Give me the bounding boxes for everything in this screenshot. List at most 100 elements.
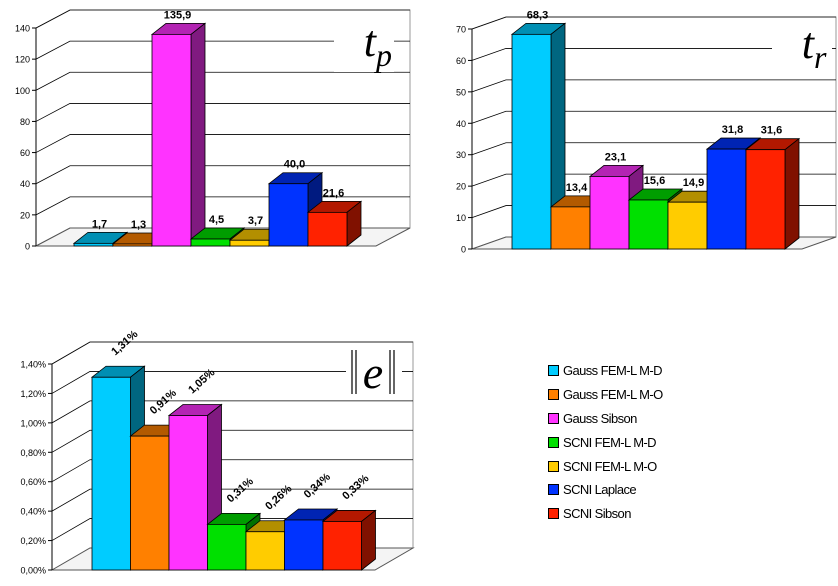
symbol-background [334, 16, 394, 72]
y-tick-label: 1,20% [20, 389, 46, 399]
data-label: 13,4 [566, 182, 588, 194]
legend-item: SCNI FEM-L M-O [548, 454, 663, 478]
y-tick-label: 1,00% [20, 418, 46, 428]
y-tick-label: 40 [20, 179, 30, 189]
gridline [471, 48, 836, 61]
bar-side [190, 22, 206, 247]
gridline [51, 459, 413, 483]
bar-front [550, 206, 591, 250]
y-tick-label: 0,60% [20, 477, 46, 487]
legend-label: Gauss FEM-L M-D [563, 363, 662, 379]
data-label: 15,6 [644, 175, 665, 187]
data-label: 40,0 [284, 159, 305, 171]
bar-front [706, 148, 747, 250]
bar-front [268, 183, 309, 247]
data-label: 1,7 [92, 218, 107, 230]
gridline [35, 103, 410, 122]
gridline [471, 110, 836, 124]
legend-item: Gauss Sibson [548, 407, 663, 431]
symbol-text: t [802, 19, 816, 68]
chart-panel: 0 20 40 60 80 100 120 140 1,7 1,3 135,9 4,5 3,7 40,0 2… [15, 9, 411, 252]
bar-front [589, 175, 630, 250]
legend-label: SCNI FEM-L M-D [563, 434, 657, 450]
bar-front [207, 523, 247, 571]
bar-front [322, 521, 362, 571]
y-tick-label: 60 [20, 148, 30, 158]
bar-front [628, 199, 669, 250]
bar: 31,6 [744, 125, 801, 250]
data-label: 1,3 [131, 219, 146, 231]
y-tick-label: 120 [15, 55, 30, 65]
y-tick-label: 0,20% [20, 536, 46, 546]
legend-swatch [548, 389, 559, 401]
y-tick-label: 20 [456, 182, 466, 192]
bar-front [745, 149, 786, 250]
chart-symbol: e [346, 344, 402, 398]
data-label: 135,9 [164, 9, 192, 21]
bar-side [784, 137, 800, 250]
data-label: 68,3 [527, 9, 548, 21]
data-label: 23,1 [605, 151, 626, 163]
symbol-subscript: p [374, 37, 392, 73]
y-tick-label: 70 [456, 25, 466, 35]
bar-front [307, 211, 348, 247]
gridline [471, 16, 836, 30]
bar-front [511, 33, 552, 250]
y-tick-label: 0,80% [20, 448, 46, 458]
bar: 21,6 [306, 187, 363, 247]
data-label: 4,5 [209, 214, 224, 226]
legend-item: SCNI Sibson [548, 502, 663, 526]
y-tick-label: 0 [25, 242, 30, 252]
bar-front [284, 519, 324, 571]
y-tick-label: 40 [456, 119, 466, 129]
y-tick-label: 140 [15, 24, 30, 34]
bar-front [667, 201, 708, 250]
chart-panel: 0 10 20 30 40 50 60 70 68,3 13,4 23,1 15,6 14,9 31,8 3… [456, 9, 837, 255]
legend-label: Gauss Sibson [563, 410, 637, 426]
bar-side [361, 509, 376, 571]
legend-label: Gauss FEM-L M-O [563, 387, 663, 403]
symbol-subscript: r [814, 39, 827, 75]
legend-swatch [548, 412, 559, 424]
y-tick-label: 80 [20, 117, 30, 127]
legend-label: SCNI FEM-L M-O [563, 458, 657, 474]
gridline [35, 165, 410, 185]
y-tick-label: 30 [456, 150, 466, 160]
bar: 1,05% [167, 366, 223, 571]
data-label: 21,6 [323, 187, 344, 199]
gridline [51, 429, 413, 453]
legend: Gauss FEM-L M-D Gauss FEM-L M-O Gauss Si… [548, 359, 663, 526]
bar-front [73, 242, 114, 247]
bar-front [229, 239, 270, 247]
symbol-background [772, 18, 832, 74]
gridline [471, 79, 836, 93]
y-tick-label: 100 [15, 86, 30, 96]
bar-front [190, 238, 231, 247]
chart-panel: 0,00% 0,20% 0,40% 0,60% 0,80% 1,00% 1,20% 1,40%… [20, 328, 415, 576]
data-label: 31,6 [761, 125, 782, 137]
gridline [35, 71, 410, 91]
symbol-text: e [363, 347, 383, 398]
y-tick-label: 0 [461, 245, 466, 255]
gridline [51, 400, 413, 424]
legend-swatch [548, 365, 559, 377]
legend-label: SCNI Sibson [563, 506, 631, 522]
legend-swatch [548, 508, 559, 520]
legend-swatch [548, 436, 559, 448]
y-tick-label: 0,00% [20, 566, 46, 576]
data-label: 14,9 [683, 177, 704, 189]
gridline [51, 488, 413, 512]
legend-label: SCNI Laplace [563, 482, 637, 498]
symbol-background [346, 344, 402, 398]
gridline [35, 134, 410, 153]
bar: 135,9 [150, 9, 207, 247]
bar-front [130, 435, 170, 571]
bar-front [112, 243, 153, 247]
gridline [35, 9, 410, 29]
y-tick-label: 10 [456, 213, 466, 223]
symbol-text: t [364, 17, 378, 66]
y-tick-label: 50 [456, 87, 466, 97]
gridline [51, 371, 413, 394]
